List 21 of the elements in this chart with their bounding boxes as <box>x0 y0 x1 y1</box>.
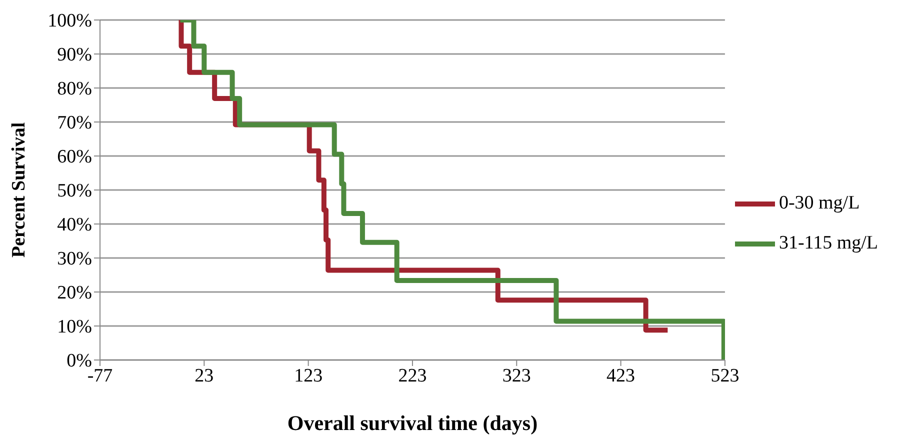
x-tick-label: 23 <box>194 365 214 386</box>
x-tick-label: 223 <box>398 365 427 386</box>
y-tick-label: 80% <box>57 78 92 100</box>
y-tick-label: 10% <box>57 316 92 338</box>
y-axis-title: Percent Survival <box>8 122 30 258</box>
y-tick-label: 70% <box>57 112 92 134</box>
y-tick-label: 0% <box>66 350 92 372</box>
x-tick-label: 323 <box>502 365 531 386</box>
legend-label: 0-30 mg/L <box>778 192 860 214</box>
x-tick-label: 423 <box>606 365 636 386</box>
y-tick-label: 20% <box>57 282 92 304</box>
x-tick-label: 523 <box>710 365 740 386</box>
y-tick-label: 50% <box>57 180 92 202</box>
legend-label: 31-115 mg/L <box>778 232 878 254</box>
x-tick-label: 123 <box>294 365 323 386</box>
y-tick-label: 100% <box>48 10 92 32</box>
y-tick-label: 40% <box>57 214 92 236</box>
y-tick-label: 30% <box>57 248 92 270</box>
y-tick-label: 90% <box>57 44 92 66</box>
x-axis-title: Overall survival time (days) <box>287 411 538 435</box>
y-tick-label: 60% <box>57 146 92 168</box>
